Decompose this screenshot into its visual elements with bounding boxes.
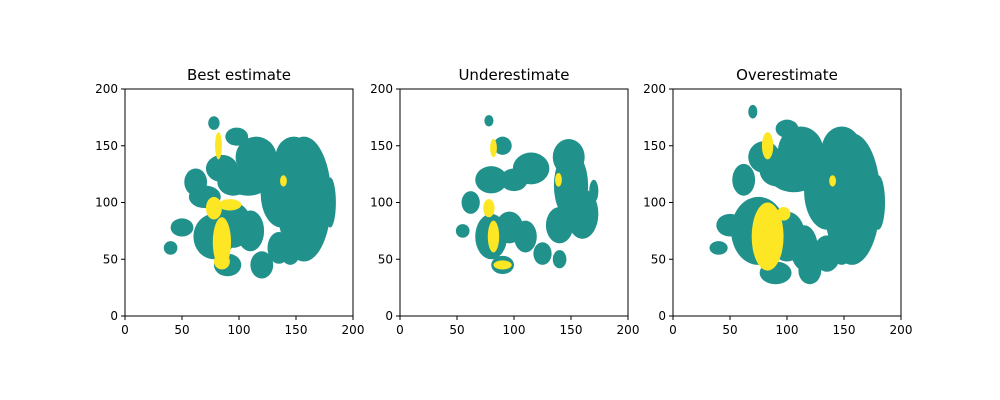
region-blob (813, 235, 841, 272)
x-tick-label: 50 (174, 323, 189, 337)
x-tick-label: 0 (669, 323, 677, 337)
region-blob (775, 119, 799, 138)
core-blob (213, 253, 230, 270)
region-blob (205, 154, 238, 183)
region-blob (250, 251, 274, 279)
plot-content (163, 116, 336, 279)
region-blob (281, 242, 300, 265)
region-blob (589, 179, 599, 203)
region-blob (225, 127, 249, 146)
region-blob (484, 115, 494, 127)
region-blob (716, 213, 744, 237)
x-tick-label: 150 (285, 323, 308, 337)
region-blob (163, 241, 178, 255)
x-tick-label: 100 (503, 323, 526, 337)
region-blob (545, 207, 574, 244)
panel-title: Overestimate (736, 66, 838, 84)
core-blob (218, 199, 242, 211)
x-tick-label: 100 (776, 323, 799, 337)
x-tick-label: 150 (833, 323, 856, 337)
region-blob (493, 136, 512, 155)
panel-title: Best estimate (187, 66, 291, 84)
x-tick-label: 150 (560, 323, 583, 337)
y-tick-label: 150 (95, 139, 118, 153)
x-tick-label: 0 (396, 323, 404, 337)
core-blob (212, 217, 232, 268)
y-tick-label: 0 (658, 309, 666, 323)
x-tick-label: 50 (449, 323, 464, 337)
region-blob (709, 241, 728, 255)
core-blob (751, 202, 784, 271)
panel-title: Underestimate (458, 66, 569, 84)
region-blob (552, 250, 567, 269)
region-blob (236, 210, 265, 252)
y-tick-label: 50 (651, 252, 666, 266)
x-tick-label: 100 (228, 323, 251, 337)
region-blob (455, 224, 470, 238)
region-blob (871, 175, 886, 230)
y-tick-label: 0 (110, 309, 118, 323)
region-blob (324, 177, 336, 228)
y-tick-label: 100 (370, 196, 393, 210)
x-tick-label: 200 (890, 323, 913, 337)
region-blob (552, 138, 585, 176)
y-tick-label: 50 (103, 252, 118, 266)
core-blob (761, 132, 774, 160)
region-blob (566, 188, 599, 239)
plot-content (709, 104, 886, 285)
region-blob (821, 126, 863, 177)
panel-3: 0 50 100 150 200 0 50 100 150 200 Overestimate (643, 66, 912, 337)
core-blob (483, 199, 495, 218)
y-tick-label: 200 (370, 82, 393, 96)
x-tick-label: 50 (722, 323, 737, 337)
region-blob (208, 116, 220, 130)
region-blob (533, 242, 552, 265)
region-blob (798, 256, 822, 285)
y-tick-label: 100 (643, 196, 666, 210)
region-blob (514, 220, 537, 253)
panel-2: 0 50 100 150 200 0 50 100 150 200 Underestimate (370, 66, 639, 337)
core-blob (215, 132, 222, 160)
y-tick-label: 0 (385, 309, 393, 323)
region-blob (170, 218, 194, 237)
y-tick-label: 50 (378, 252, 393, 266)
core-blob (493, 260, 512, 270)
y-tick-label: 100 (95, 196, 118, 210)
plot-content (455, 115, 599, 275)
region-blob (475, 166, 508, 194)
core-blob (776, 207, 791, 221)
region-blob (275, 136, 312, 178)
core-blob (829, 175, 837, 187)
core-blob (490, 138, 497, 158)
y-tick-label: 150 (370, 139, 393, 153)
panels: 0 50 100 150 200 0 50 100 150 200 Best estimate 0 50… (95, 66, 912, 337)
core-blob (487, 220, 500, 253)
core-blob (280, 175, 287, 187)
region-blob (500, 168, 528, 192)
core-blob (555, 172, 562, 187)
core-blob (205, 196, 222, 220)
y-tick-label: 200 (95, 82, 118, 96)
y-tick-label: 150 (643, 139, 666, 153)
region-blob (732, 163, 756, 196)
panel-1: 0 50 100 150 200 0 50 100 150 200 Best estimate (95, 66, 364, 337)
x-tick-label: 200 (617, 323, 640, 337)
region-blob (461, 191, 480, 214)
x-tick-label: 0 (121, 323, 129, 337)
region-blob (748, 104, 758, 119)
x-tick-label: 200 (342, 323, 365, 337)
region-blob (832, 242, 851, 265)
y-tick-label: 200 (643, 82, 666, 96)
